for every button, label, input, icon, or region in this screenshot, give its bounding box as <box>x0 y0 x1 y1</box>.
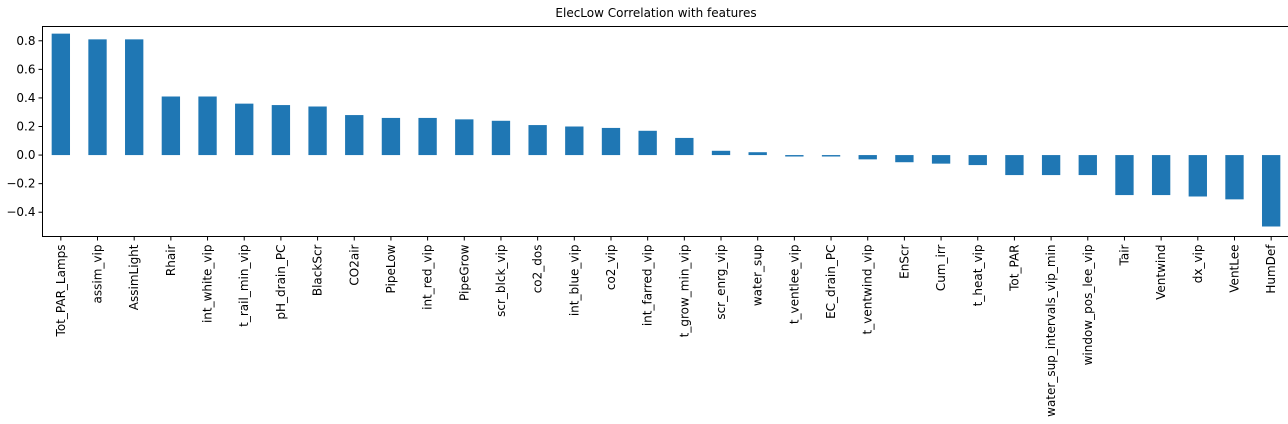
bar-t_rail_min_vip <box>235 103 254 156</box>
bar-PipeLow <box>381 117 401 156</box>
x-tick-label: EnScr <box>897 244 911 278</box>
plot-frame <box>42 26 1288 237</box>
x-tick-label: t_rail_min_vip <box>237 245 251 327</box>
x-tick-label: Tot_PAR <box>1007 245 1021 292</box>
bar-assim_vip <box>88 39 107 156</box>
x-tick-label: co2_vip <box>604 245 618 291</box>
x-tick-label: int_blue_vip <box>567 245 581 317</box>
x-tick-label: scr_blck_vip <box>494 245 508 317</box>
x-tick-label: window_pos_lee_vip <box>1081 245 1095 366</box>
bar-water_sup <box>748 152 767 156</box>
x-tick-label: pH_drain_PC <box>274 245 288 320</box>
bar-Cum_irr <box>931 155 951 164</box>
bar-water_sup_intervals_vip_min <box>1041 155 1061 176</box>
bar-t_ventlee_vip <box>785 155 804 157</box>
x-tick-label: water_sup_intervals_vip_min <box>1044 245 1058 417</box>
x-tick-label: scr_enrg_vip <box>714 245 728 320</box>
x-tick-label: PipeLow <box>384 244 398 293</box>
x-tick-label: Tair <box>1117 244 1131 266</box>
x-tick-label: dx_vip <box>1191 245 1205 284</box>
bar-pH_drain_PC <box>271 105 291 156</box>
bar-t_heat_vip <box>968 155 987 166</box>
x-tick-label: AssimLight <box>127 244 141 310</box>
y-tick-label: −0.4 <box>6 205 35 219</box>
bar-Tot_PAR_Lamps <box>51 33 71 156</box>
bar-t_ventwind_vip <box>858 155 877 160</box>
x-tick-label: VentLee <box>1227 245 1241 293</box>
bar-scr_enrg_vip <box>711 150 731 156</box>
bar-int_red_vip <box>418 117 437 156</box>
bar-Ventwind <box>1151 155 1171 196</box>
y-tick-label: 0.4 <box>16 91 35 105</box>
bar-EnScr <box>895 155 914 163</box>
bar-Tair <box>1115 155 1134 196</box>
x-tick-label: t_heat_vip <box>971 245 985 307</box>
y-tick-label: 0.2 <box>16 120 35 134</box>
bar-dx_vip <box>1188 155 1207 197</box>
bar-Tot_PAR <box>1005 155 1024 176</box>
bar-BlackScr <box>308 106 327 156</box>
x-tick-label: int_red_vip <box>421 245 435 310</box>
bars <box>51 33 1281 227</box>
bar-VentLee <box>1225 155 1244 200</box>
x-tick-label: assim_vip <box>91 245 105 304</box>
bar-CO2air <box>345 115 364 156</box>
x-tick-label: Cum_irr <box>934 244 948 291</box>
bar-int_farred_vip <box>638 130 657 156</box>
bar-PipeGrow <box>455 119 474 156</box>
bar-int_blue_vip <box>565 126 584 156</box>
x-tick-label: int_white_vip <box>201 245 215 324</box>
x-tick-label: EC_drain_PC <box>824 245 838 319</box>
bar-EC_drain_PC <box>821 155 841 157</box>
y-axis: 0.8 0.6 0.4 0.2 0.0 −0.2 −0.4 <box>6 34 43 219</box>
x-tick-label: PipeGrow <box>457 244 471 301</box>
x-tick-label: int_farred_vip <box>641 245 655 327</box>
y-tick-label: 0.8 <box>16 34 35 48</box>
x-tick-label: t_ventwind_vip <box>861 245 875 335</box>
y-tick-label: 0.6 <box>16 62 35 76</box>
bar-scr_blck_vip <box>491 120 511 156</box>
x-tick-label: Tot_PAR_Lamps <box>54 245 68 338</box>
bar-co2_dos <box>528 125 547 156</box>
x-tick-label: Rhair <box>164 244 178 276</box>
x-tick-label: t_ventlee_vip <box>787 245 801 325</box>
y-tick-label: −0.2 <box>6 177 35 191</box>
bar-int_white_vip <box>198 96 217 156</box>
bar-Rhair <box>161 96 181 156</box>
chart-title: ElecLow Correlation with features <box>555 6 756 20</box>
bar-window_pos_lee_vip <box>1078 155 1097 176</box>
x-tick-label: t_grow_min_vip <box>677 245 691 338</box>
bar-co2_vip <box>601 127 621 156</box>
bar-AssimLight <box>125 39 144 156</box>
x-tick-label: water_sup <box>751 245 765 307</box>
x-tick-label: BlackScr <box>311 244 325 296</box>
bar-t_grow_min_vip <box>675 137 694 156</box>
x-tick-label: co2_dos <box>531 245 545 294</box>
x-axis: Tot_PAR_Lamps assim_vip AssimLight Rhair int… <box>54 236 1278 417</box>
bar-HumDef <box>1261 155 1281 227</box>
y-tick-label: 0.0 <box>16 148 35 162</box>
x-tick-label: Ventwind <box>1154 245 1168 300</box>
x-tick-label: CO2air <box>347 244 361 285</box>
x-tick-label: HumDef <box>1264 244 1278 294</box>
